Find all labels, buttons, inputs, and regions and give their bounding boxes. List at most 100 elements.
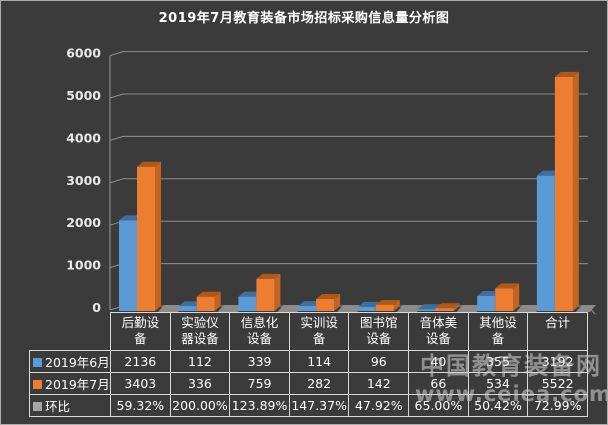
bar-july-3 [316, 299, 335, 311]
bar-june-5 [417, 309, 436, 311]
table-cell-ratio-1: 200.00% [169, 394, 231, 417]
table-cell-june-2: 339 [229, 350, 290, 373]
gridline [109, 135, 588, 141]
table-cell-july-3: 282 [288, 372, 350, 395]
row-label-text-june: 2019年6月 [45, 355, 110, 370]
column-header-6: 其他设备 [467, 312, 529, 351]
floor-tile [456, 305, 483, 312]
gridline [109, 263, 588, 269]
table-cell-june-0: 2136 [110, 350, 171, 373]
gridline [109, 178, 588, 184]
bar-june-3 [298, 306, 317, 311]
bar-july-6 [495, 288, 514, 311]
legend-swatch-july [33, 380, 42, 389]
table-cell-ratio-7: 72.99% [527, 394, 588, 417]
bar-top-july-7 [554, 71, 579, 77]
bar-june-6 [477, 295, 496, 311]
floor-tile [158, 305, 184, 312]
bar-top-july-1 [196, 291, 221, 297]
table-cell-july-5: 66 [408, 372, 469, 395]
table-cell-ratio-6: 50.42% [467, 394, 529, 417]
bar-july-4 [375, 304, 394, 311]
chart-title: 2019年7月教育装备市场招标采购信息量分析图 [158, 11, 450, 26]
floor-tile [277, 305, 304, 312]
table-row-july: 2019年7月 3403 336 759 282 142 66 534 5522 [28, 372, 588, 395]
column-header-4: 图书馆设备 [348, 312, 410, 351]
table-cell-july-2: 759 [229, 372, 290, 395]
bar-july-1 [196, 296, 215, 311]
table-cell-july-0: 3403 [110, 372, 171, 395]
column-header-5: 音体美设备 [408, 312, 469, 351]
bar-side-july-3 [334, 294, 341, 311]
table-cell-june-1: 112 [169, 350, 231, 373]
column-header-3: 实训设备 [288, 312, 350, 351]
bar-june-1 [178, 306, 197, 311]
table-cell-ratio-3: 147.37% [288, 394, 350, 417]
legend-swatch-june [33, 358, 42, 367]
table-cell-ratio-4: 47.92% [348, 394, 410, 417]
bar-top-july-0 [137, 161, 161, 167]
bar-top-july-3 [316, 294, 341, 300]
bar-side-july-6 [513, 283, 520, 311]
bar-top-july-6 [495, 283, 520, 289]
gridline [109, 93, 588, 99]
row-label-text-ratio: 环比 [45, 399, 71, 414]
bar-june-0 [119, 220, 137, 311]
y-axis-tick-label: 3000 [66, 173, 101, 188]
table-cell-june-4: 96 [348, 350, 410, 373]
table-cell-july-6: 534 [467, 372, 529, 395]
bar-june-7 [536, 175, 555, 311]
y-axis-tick-label: 1000 [66, 258, 101, 273]
bar-top-july-5 [435, 303, 460, 309]
floor-tile [516, 305, 543, 312]
bar-side-july-1 [214, 291, 221, 311]
bar-june-2 [238, 296, 257, 311]
y-axis-tick-label: 0 [92, 300, 101, 315]
table-cell-ratio-0: 59.32% [110, 394, 171, 417]
bar-side-july-2 [274, 273, 281, 311]
y-axis-tick-label: 5000 [66, 88, 101, 103]
bar-top-july-4 [375, 299, 400, 305]
gridline [109, 51, 588, 57]
bar-july-7 [554, 76, 573, 311]
table-cell-june-6: 355 [467, 350, 529, 373]
row-label-ratio: 环比 [28, 394, 112, 417]
column-header-0: 后勤设备 [110, 312, 171, 351]
row-label-june: 2019年6月 [28, 350, 112, 373]
bar-top-july-2 [256, 273, 281, 279]
bar-side-july-0 [155, 161, 161, 311]
data-table-container: 后勤设备 实验仪器设备 信息化设备 实训设备 图书馆设备 音体美设备 其他设备 合计 2019年… [28, 312, 588, 417]
row-label-july: 2019年7月 [28, 372, 112, 395]
column-header-1: 实验仪器设备 [169, 312, 231, 351]
table-corner-cell [30, 313, 111, 351]
column-header-2: 信息化设备 [229, 312, 290, 351]
bar-side-july-5 [453, 303, 460, 311]
table-cell-june-7: 3192 [527, 350, 588, 373]
y-axis-tick-label: 4000 [66, 130, 101, 145]
row-label-text-july: 2019年7月 [45, 377, 110, 392]
table-cell-ratio-5: 65.00% [408, 394, 469, 417]
table-row-june: 2019年6月 2136 112 339 114 96 40 355 3192 [28, 350, 588, 373]
column-header-7: 合计 [527, 312, 588, 351]
bar-side-july-4 [393, 299, 400, 311]
floor-tile [575, 305, 596, 312]
table-cell-july-1: 336 [169, 372, 231, 395]
gridline [109, 220, 588, 226]
table-cell-july-7: 5522 [527, 372, 588, 395]
bar-july-0 [137, 166, 155, 311]
table-cell-june-5: 40 [408, 350, 469, 373]
table-cell-ratio-2: 123.89% [229, 394, 290, 417]
bar-july-5 [435, 308, 454, 311]
floor-tile [337, 305, 364, 312]
floor-tile [396, 305, 423, 312]
bar-top-june-5 [417, 304, 442, 310]
chart-data-table: 后勤设备 实验仪器设备 信息化设备 实训设备 图书馆设备 音体美设备 其他设备 合计 2019年… [28, 312, 588, 417]
table-cell-june-3: 114 [288, 350, 350, 373]
floor-tile [217, 305, 244, 312]
bar-june-4 [357, 306, 376, 311]
y-axis-tick-label: 6000 [66, 46, 101, 61]
bar-july-2 [256, 278, 275, 311]
table-row-ratio: 环比 59.32% 200.00% 123.89% 147.37% 47.92% 65.00… [28, 394, 588, 417]
